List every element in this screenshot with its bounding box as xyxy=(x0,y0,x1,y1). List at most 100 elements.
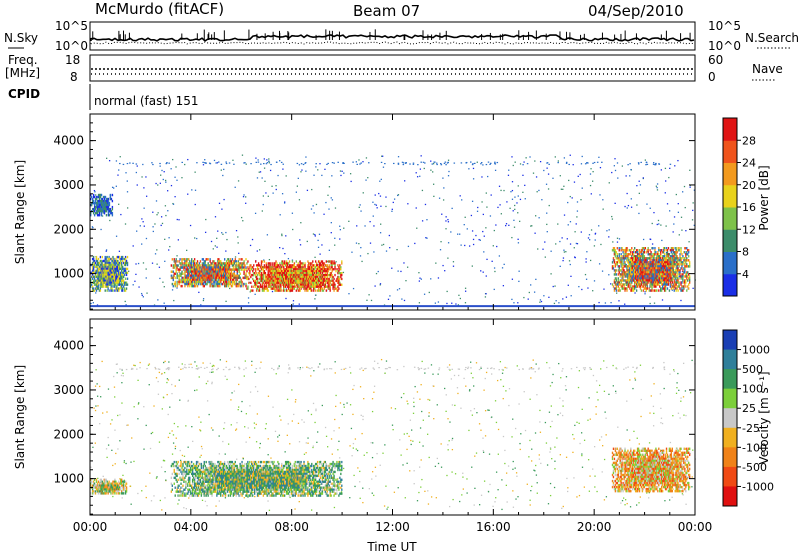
power-region-cell xyxy=(230,274,233,278)
power-region-cell xyxy=(119,273,121,277)
power-scatter-point xyxy=(423,167,425,170)
power-region-cell xyxy=(186,260,188,263)
power-region-cell xyxy=(243,260,245,263)
power-region-cell xyxy=(191,266,193,269)
power-region-cell xyxy=(230,284,233,288)
power-region-cell xyxy=(170,274,173,278)
power-region-cell xyxy=(288,270,291,273)
power-scatter-point xyxy=(313,174,315,176)
power-region-cell xyxy=(204,262,206,265)
power-region-cell xyxy=(189,266,191,269)
power-region-cell xyxy=(304,279,306,283)
power-region-cell xyxy=(198,266,201,269)
power-region-cell xyxy=(124,289,127,292)
power-scatter-point xyxy=(616,241,619,243)
power-scatter-point xyxy=(285,288,287,290)
power-region-cell xyxy=(258,270,261,273)
power-region-cell xyxy=(215,268,217,271)
power-region-cell xyxy=(102,205,105,209)
power-region-cell xyxy=(92,265,95,269)
power-scatter-point xyxy=(221,232,223,234)
power-region-cell xyxy=(223,276,226,280)
power-scatter-point xyxy=(511,298,513,301)
velocity-scatter-point xyxy=(413,483,415,485)
power-region-cell xyxy=(339,264,341,267)
power-region-cell xyxy=(293,275,296,279)
power-range-band-point xyxy=(440,164,443,166)
power-region-cell xyxy=(208,264,210,267)
power-scatter-point xyxy=(126,191,129,193)
velocity-scatter-point xyxy=(572,451,574,454)
power-scatter-point xyxy=(638,212,640,215)
power-region-cell xyxy=(184,262,186,265)
power-region-cell xyxy=(126,261,129,265)
power-region-cell xyxy=(334,287,336,290)
power-region-cell xyxy=(288,277,291,281)
power-region-cell xyxy=(275,275,277,279)
nave-tick-bottom: 0 xyxy=(708,70,716,84)
power-region-cell xyxy=(187,274,189,278)
power-scatter-point xyxy=(169,245,171,248)
power-region-cell xyxy=(193,266,196,269)
power-scatter-point xyxy=(317,246,320,248)
power-region-cell xyxy=(111,213,114,217)
power-region-cell xyxy=(282,271,284,275)
power-scatter-point xyxy=(204,231,207,234)
power-scatter-point xyxy=(674,165,676,167)
power-scatter-point xyxy=(135,171,138,174)
power-region-cell xyxy=(174,262,176,265)
power-region-cell xyxy=(187,282,189,286)
power-region-cell xyxy=(189,264,191,267)
power-region-cell xyxy=(200,274,203,278)
power-region-cell xyxy=(117,261,119,265)
power-region-cell xyxy=(253,268,255,271)
power-scatter-point xyxy=(237,236,239,238)
power-region-cell xyxy=(101,283,104,286)
power-region-cell xyxy=(209,266,211,269)
power-region-cell xyxy=(316,268,319,271)
power-region-cell xyxy=(287,283,290,286)
power-region-cell xyxy=(228,272,231,275)
power-scatter-point xyxy=(397,270,399,272)
power-scatter-point xyxy=(567,201,569,204)
power-region-cell xyxy=(255,281,258,285)
power-scatter-point xyxy=(298,164,301,166)
power-region-cell xyxy=(232,264,235,267)
power-region-cell xyxy=(302,275,304,279)
power-scatter-point xyxy=(511,198,514,200)
power-scatter-point xyxy=(511,181,514,183)
power-region-cell xyxy=(98,213,101,217)
power-region-cell xyxy=(299,285,301,288)
power-scatter-point xyxy=(330,222,332,224)
power-range-band-point xyxy=(593,161,596,164)
power-region-cell xyxy=(105,203,108,207)
power-scatter-point xyxy=(284,253,286,255)
power-scatter-point xyxy=(688,241,690,243)
power-scatter-point xyxy=(685,230,687,232)
power-region-cell xyxy=(289,277,292,281)
power-range-band-point xyxy=(546,162,548,164)
power-scatter-point xyxy=(535,176,538,178)
power-region-cell xyxy=(274,262,276,265)
power-scatter-point xyxy=(475,234,477,237)
power-region-cell xyxy=(175,270,177,273)
power-region-cell xyxy=(274,281,276,285)
power-region-cell xyxy=(105,281,107,284)
power-region-cell xyxy=(278,277,280,281)
power-region-cell xyxy=(188,258,190,261)
power-region-cell xyxy=(307,281,309,285)
power-scatter-point xyxy=(314,298,316,300)
power-region-cell xyxy=(231,258,234,261)
power-region-cell xyxy=(227,282,230,286)
power-region-cell xyxy=(299,283,301,286)
power-region-cell xyxy=(121,283,124,286)
power-region-cell xyxy=(337,289,339,292)
power-region-cell xyxy=(94,207,97,211)
power-region-cell xyxy=(273,262,275,265)
power-region-cell xyxy=(237,282,239,286)
power-region-cell xyxy=(314,260,317,263)
power-region-cell xyxy=(279,281,281,285)
power-scatter-point xyxy=(379,284,381,286)
power-region-cell xyxy=(227,266,230,269)
power-region-cell xyxy=(95,203,98,207)
